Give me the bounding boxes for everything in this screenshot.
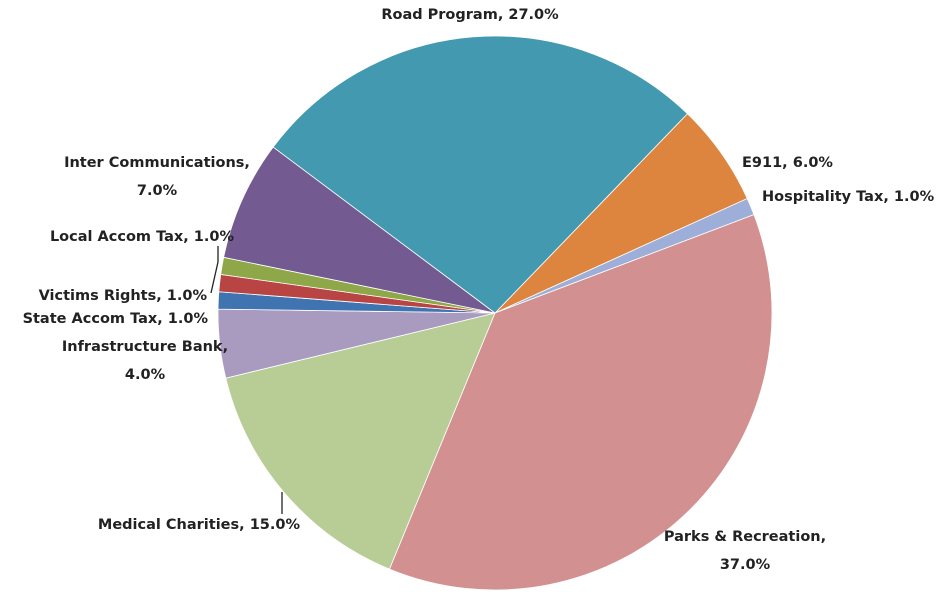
data-label: Infrastructure Bank,	[62, 339, 228, 355]
data-label: 37.0%	[720, 557, 771, 573]
data-label: Hospitality Tax, 1.0%	[762, 189, 935, 205]
data-label: Inter Communications,	[64, 155, 250, 171]
data-label: Local Accom Tax, 1.0%	[50, 229, 235, 245]
pie	[217, 35, 773, 591]
data-label: Medical Charities, 15.0%	[98, 517, 301, 533]
data-label: State Accom Tax, 1.0%	[23, 311, 209, 327]
data-label: 4.0%	[125, 367, 166, 383]
data-label: Road Program, 27.0%	[381, 7, 559, 23]
leader-line	[210, 261, 219, 294]
slice	[223, 146, 496, 314]
data-label: E911, 6.0%	[742, 155, 833, 171]
slice	[272, 35, 688, 314]
data-label: Victims Rights, 1.0%	[39, 288, 208, 304]
data-label: Parks & Recreation,	[664, 529, 826, 545]
data-label: 7.0%	[137, 183, 178, 199]
slice	[225, 312, 496, 570]
labels: E911, 6.0% Hospitality Tax, 1.0% Parks & R…	[23, 7, 935, 573]
slice	[388, 214, 773, 591]
